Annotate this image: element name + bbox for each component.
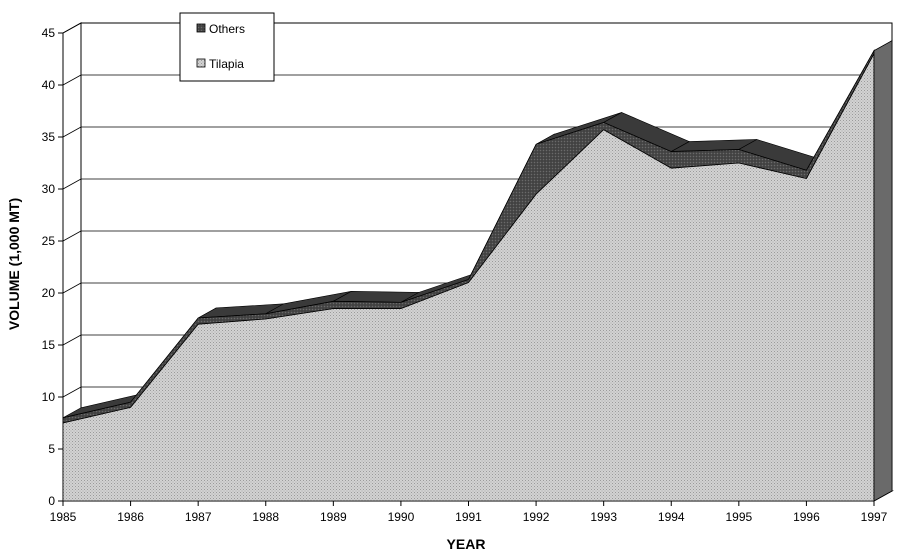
y-tick-label: 0 <box>48 494 55 508</box>
y-axis-title: VOLUME (1,000 MT) <box>6 198 22 330</box>
x-tick-label: 1986 <box>117 510 144 524</box>
y-tick-label: 30 <box>42 182 56 196</box>
gridline-diagonal <box>62 386 82 398</box>
gridline-diagonal <box>62 282 82 294</box>
y-tick-label: 5 <box>48 442 55 456</box>
gridline-diagonal <box>62 22 82 34</box>
x-tick-label: 1989 <box>320 510 347 524</box>
area-end-face <box>873 40 893 502</box>
y-tick-label: 15 <box>42 338 56 352</box>
legend-swatch-tilapia <box>196 58 206 68</box>
y-tick-label: 45 <box>42 26 56 40</box>
y-tick-label: 40 <box>42 78 56 92</box>
x-tick-label: 1988 <box>252 510 279 524</box>
x-tick-label: 1993 <box>590 510 617 524</box>
gridline-diagonal <box>62 178 82 190</box>
gridline-diagonal <box>62 126 82 138</box>
y-tick-label: 10 <box>42 390 56 404</box>
legend-box <box>179 12 275 82</box>
x-axis-title: YEAR <box>447 536 486 552</box>
y-tick-label: 35 <box>42 130 56 144</box>
x-tick-labels: 1985 1986 1987 1988 1989 1990 1991 1992 1993 1994… <box>50 501 888 524</box>
y-tick-label: 20 <box>42 286 56 300</box>
gridline-diagonal <box>62 334 82 346</box>
tilapia-area <box>62 53 875 502</box>
legend-label-tilapia: Tilapia <box>209 57 244 71</box>
x-tick-label: 1997 <box>861 510 888 524</box>
gridline-diagonal <box>62 230 82 242</box>
legend-swatch-others <box>196 23 206 33</box>
x-tick-label: 1996 <box>793 510 820 524</box>
x-tick-label: 1985 <box>50 510 77 524</box>
series-layer <box>62 39 893 502</box>
x-tick-label: 1987 <box>185 510 212 524</box>
y-tick-label: 25 <box>42 234 56 248</box>
legend-label-others: Others <box>209 22 245 36</box>
x-tick-label: 1995 <box>725 510 752 524</box>
x-tick-label: 1990 <box>388 510 415 524</box>
x-tick-label: 1992 <box>523 510 550 524</box>
gridline-diagonal <box>62 74 82 86</box>
y-tick-labels: 0 5 10 15 20 25 30 35 40 45 <box>42 26 63 508</box>
legend: Others Tilapia <box>179 12 275 82</box>
x-tick-label: 1994 <box>658 510 685 524</box>
x-tick-label: 1991 <box>455 510 482 524</box>
